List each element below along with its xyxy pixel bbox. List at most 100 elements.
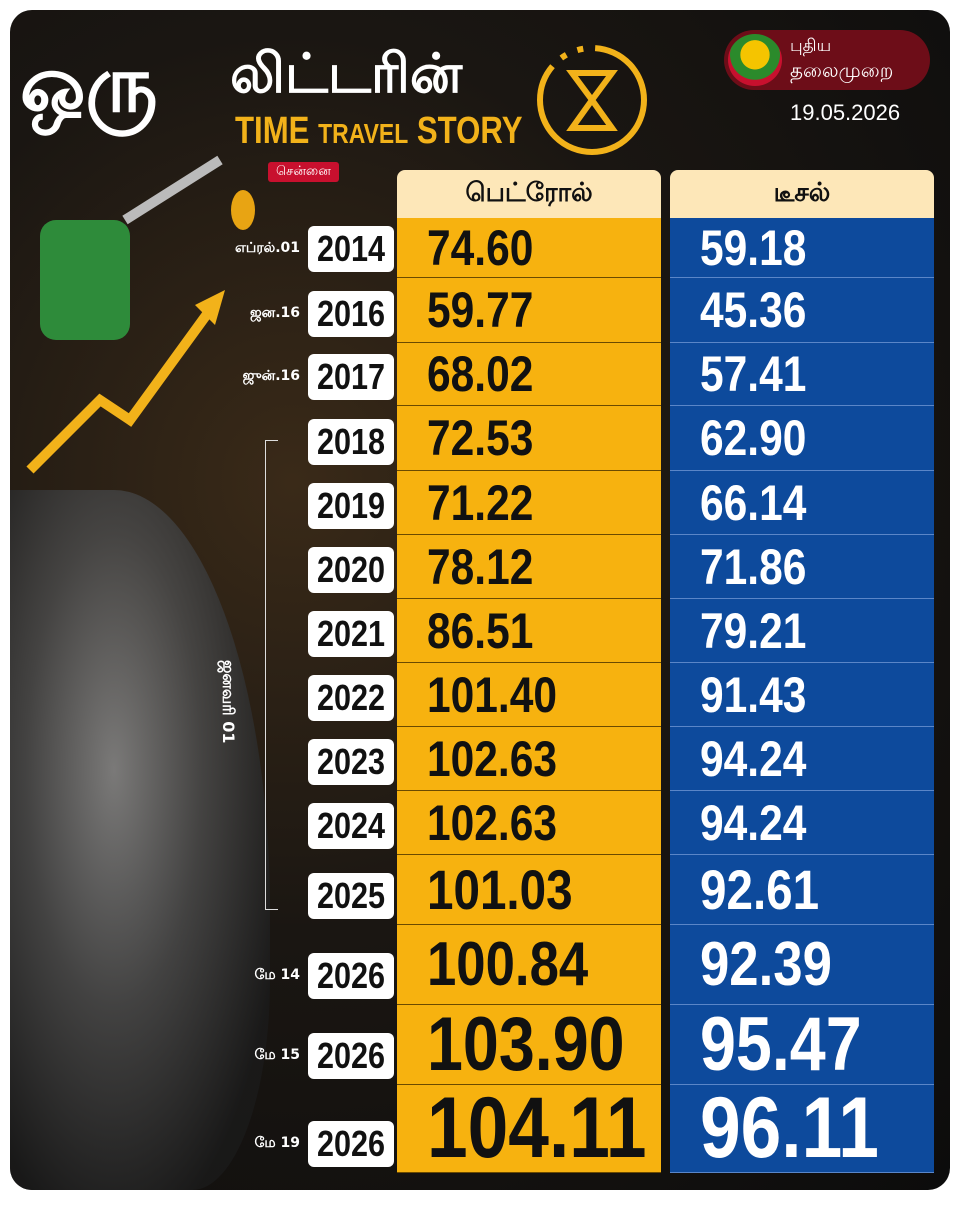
subtitle-word: TIME xyxy=(235,110,310,152)
year-box-text: 2023 xyxy=(316,741,386,782)
group-label: ஜனவரி 01 xyxy=(219,660,238,744)
date-label: ஜுன்.16 xyxy=(242,368,300,384)
petrol-price-text: 72.53 xyxy=(427,410,534,466)
rising-arrow xyxy=(26,307,215,474)
year-box-text: 2022 xyxy=(316,677,386,718)
petrol-price: 101.40 xyxy=(397,663,661,727)
diesel-price: 59.18 xyxy=(670,218,934,278)
pump-arrow-graphic xyxy=(26,155,255,474)
petrol-price: 103.90 xyxy=(397,1002,661,1087)
portrait-shape xyxy=(10,490,270,1190)
diesel-price-text: 71.86 xyxy=(700,538,807,595)
petrol-price: 71.22 xyxy=(397,471,661,535)
year-box: 2016 xyxy=(308,291,394,337)
diesel-price: 45.36 xyxy=(670,278,934,343)
year-box-text: 2021 xyxy=(316,613,386,654)
year-box-text: 2026 xyxy=(316,1123,386,1164)
petrol-price-text: 74.60 xyxy=(427,219,534,276)
diesel-price-text: 62.90 xyxy=(700,410,807,466)
year-box: 2021 xyxy=(308,611,394,657)
diesel-price: 71.86 xyxy=(670,535,934,599)
diesel-price: 91.43 xyxy=(670,663,934,727)
year-box: 2025 xyxy=(308,873,394,919)
petrol-price: 102.63 xyxy=(397,791,661,855)
petrol-price-text: 101.03 xyxy=(427,858,573,921)
petrol-price: 101.03 xyxy=(397,855,661,925)
diesel-price: 62.90 xyxy=(670,406,934,471)
petrol-price-text: 86.51 xyxy=(427,602,534,659)
diesel-price-text: 94.24 xyxy=(700,730,807,787)
petrol-price: 68.02 xyxy=(397,343,661,406)
petrol-price: 86.51 xyxy=(397,599,661,663)
date-label: ஜன.16 xyxy=(249,305,300,321)
petrol-price: 78.12 xyxy=(397,535,661,599)
diesel-price: 92.39 xyxy=(670,925,934,1005)
year-box: 2018 xyxy=(308,419,394,465)
fuel-drop xyxy=(231,190,255,230)
brand-name: புதிய xyxy=(790,36,832,56)
year-box-text: 2025 xyxy=(316,875,386,916)
petrol-price: 72.53 xyxy=(397,406,661,471)
clock-ring xyxy=(537,45,647,155)
diesel-price-text: 57.41 xyxy=(700,346,807,402)
hourglass xyxy=(566,70,618,131)
year-box: 2026 xyxy=(308,1121,394,1167)
diesel-price-text: 79.21 xyxy=(700,602,807,659)
year-box-text: 2026 xyxy=(316,955,386,996)
year-box-text: 2014 xyxy=(316,228,386,269)
petrol-price: 74.60 xyxy=(397,218,661,278)
diesel-price-text: 45.36 xyxy=(700,282,807,338)
year-box-text: 2019 xyxy=(316,485,386,526)
petrol-price-text: 102.63 xyxy=(427,730,557,787)
diesel-price: 92.61 xyxy=(670,855,934,925)
brand-icon xyxy=(728,34,782,86)
diesel-price: 94.24 xyxy=(670,727,934,791)
diesel-price: 94.24 xyxy=(670,791,934,855)
year-box: 2019 xyxy=(308,483,394,529)
diesel-price: 79.21 xyxy=(670,599,934,663)
column-header: டீசல் xyxy=(670,170,934,218)
subtitle: TIME TRAVEL STORY xyxy=(235,110,523,153)
year-box: 2023 xyxy=(308,739,394,785)
petrol-price: 102.63 xyxy=(397,727,661,791)
infographic: ஒரு லிட்டரின் TIME TRAVEL STORY சென்னை ப… xyxy=(10,10,950,1190)
year-box-text: 2020 xyxy=(316,549,386,590)
year-box: 2026 xyxy=(308,1033,394,1079)
title-word: ஒரு xyxy=(20,40,158,130)
diesel-price-text: 66.14 xyxy=(700,474,807,531)
petrol-price: 59.77 xyxy=(397,278,661,343)
diesel-price: 96.11 xyxy=(670,1080,934,1176)
column-header: பெட்ரோல் xyxy=(397,170,661,218)
diesel-price-text: 92.61 xyxy=(700,858,820,921)
subtitle-word: TRAVEL xyxy=(318,118,409,149)
year-box: 2020 xyxy=(308,547,394,593)
city-tag: சென்னை xyxy=(268,162,339,182)
pump-spout xyxy=(122,155,223,225)
arrow-head xyxy=(195,290,225,325)
petrol-price-text: 104.11 xyxy=(427,1080,647,1176)
petrol-price-text: 102.63 xyxy=(427,794,557,851)
diesel-price-text: 59.18 xyxy=(700,219,807,276)
group-bracket xyxy=(265,440,278,910)
year-box: 2024 xyxy=(308,803,394,849)
diesel-price: 57.41 xyxy=(670,343,934,406)
date-label: மே 15 xyxy=(254,1047,300,1063)
diesel-price-text: 95.47 xyxy=(700,1002,862,1087)
diesel-price-text: 91.43 xyxy=(700,666,807,723)
petrol-price-text: 101.40 xyxy=(427,666,557,723)
year-box: 2026 xyxy=(308,953,394,999)
publish-date: 19.05.2026 xyxy=(790,100,901,125)
year-box: 2022 xyxy=(308,675,394,721)
petrol-price-text: 100.84 xyxy=(427,930,589,999)
year-box-text: 2016 xyxy=(316,293,386,334)
date-label: மே 19 xyxy=(254,1135,300,1151)
diesel-price-text: 96.11 xyxy=(700,1080,879,1176)
year-box-text: 2018 xyxy=(316,421,386,462)
petrol-price-text: 68.02 xyxy=(427,346,534,402)
year-box-text: 2017 xyxy=(316,356,386,397)
petrol-price-text: 71.22 xyxy=(427,474,534,531)
title-word: லிட்டரின் xyxy=(230,42,463,105)
diesel-price-text: 92.39 xyxy=(700,930,832,999)
year-box: 2014 xyxy=(308,226,394,272)
date-label: எப்ரல்.01 xyxy=(235,240,300,256)
